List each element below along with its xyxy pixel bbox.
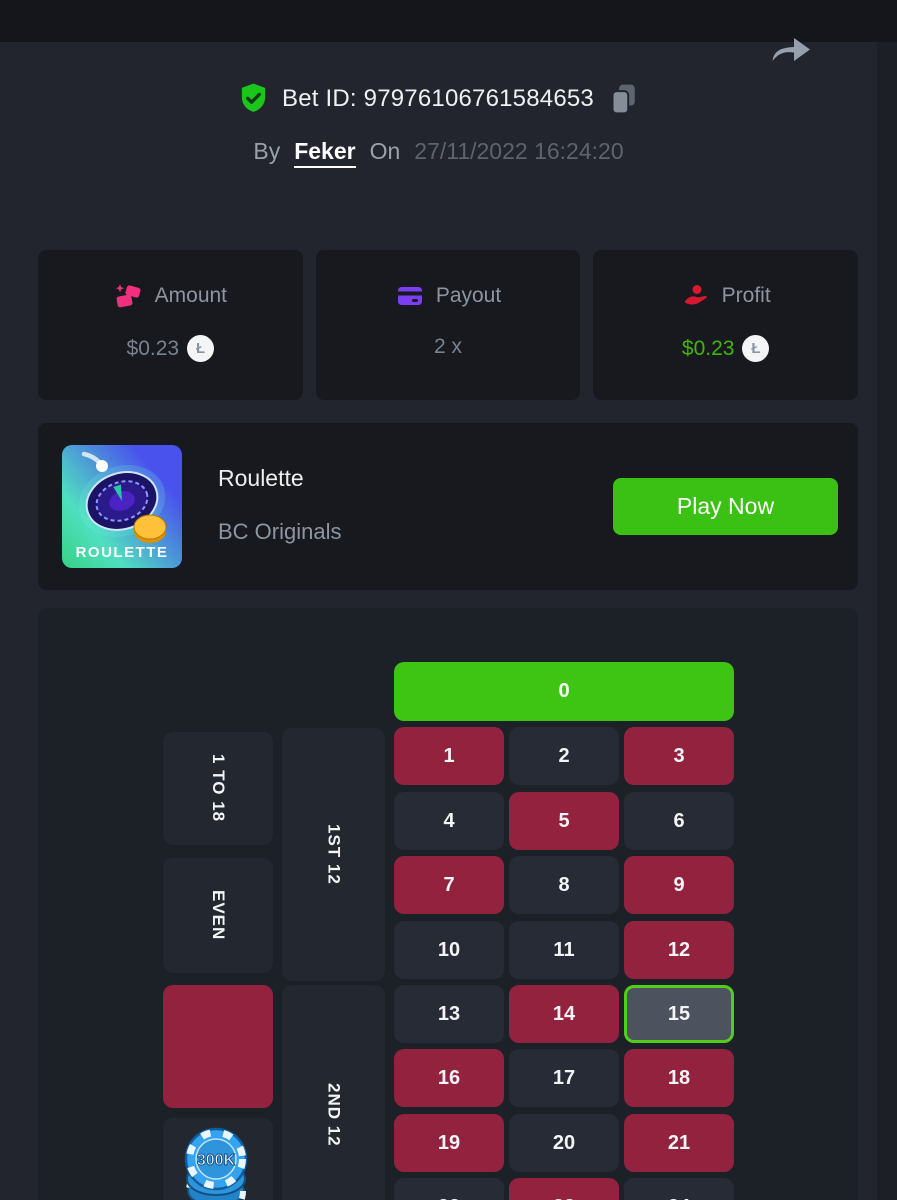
bet-cell-10[interactable]: 10 [394,921,504,979]
on-label: On [369,138,401,164]
game-title: Roulette [218,465,304,491]
bet-datetime: 27/11/2022 16:24:20 [414,138,624,164]
bet-cell-12[interactable]: 12 [624,921,734,979]
bet-cell-21[interactable]: 21 [624,1114,734,1172]
bet-cell-20[interactable]: 20 [509,1114,619,1172]
bet-cell-red[interactable] [163,985,273,1108]
bet-cell-22[interactable]: 22 [394,1178,504,1200]
profit-value: $0.23 [681,336,735,360]
bet-cell-9[interactable]: 9 [624,856,734,914]
bet-cell-8[interactable]: 8 [509,856,619,914]
verified-shield-icon [241,83,266,112]
bet-cell-19[interactable]: 19 [394,1114,504,1172]
stat-cards: Amount $0.23 Ł Payout 2 x [38,250,859,400]
bet-cell-15-selected[interactable]: 15 [624,985,734,1043]
roulette-game-thumbnail[interactable]: ROULETTE [62,445,182,568]
payout-value: 2 x [434,335,463,358]
bet-cell-17[interactable]: 17 [509,1049,619,1107]
tile-label: ROULETTE [75,544,169,561]
bet-cell-2nd12[interactable]: 2ND 12 [282,985,385,1200]
amount-label: Amount [154,284,228,307]
litecoin-icon: Ł [742,335,770,362]
bet-cell-16[interactable]: 16 [394,1049,504,1107]
bet-cell-14[interactable]: 14 [509,985,619,1043]
share-icon[interactable] [770,33,812,65]
bet-cell-even[interactable]: EVEN [163,858,273,973]
bet-cell-1to18[interactable]: 1 TO 18 [163,732,273,845]
payout-label: Payout [435,284,502,307]
bet-cell-0[interactable]: 0 [394,662,734,721]
bet-id-row: Bet ID: 97976106761584653 [0,82,877,116]
amount-value: $0.23 [126,336,180,360]
bet-cell-6[interactable]: 6 [624,792,734,850]
game-provider: BC Originals [218,519,342,544]
roulette-table: 0 1 TO 18 EVEN 1ST 12 2ND 12 1 2 3 4 5 6… [38,608,858,1200]
username-link[interactable]: Feker [294,138,356,168]
bet-cell-1st12[interactable]: 1ST 12 [282,728,385,981]
bet-cell-2[interactable]: 2 [509,727,619,785]
bet-cell-18[interactable]: 18 [624,1049,734,1107]
bet-id-text: Bet ID: 97976106761584653 [282,85,594,112]
payout-card: Payout 2 x [315,250,581,400]
scroll-gutter [877,42,897,1200]
play-now-button[interactable]: Play Now [613,478,838,535]
bet-cell-3[interactable]: 3 [624,727,734,785]
profit-label: Profit [721,284,771,307]
by-label: By [253,138,281,164]
credit-card-icon [397,287,422,305]
bet-cell-1[interactable]: 1 [394,727,504,785]
top-bar [0,0,897,42]
chip-value-text: 300K [197,1152,236,1169]
money-icon [115,284,141,308]
bet-cell-4[interactable]: 4 [394,792,504,850]
bet-cell-5[interactable]: 5 [509,792,619,850]
amount-card: Amount $0.23 Ł [38,250,303,400]
bet-chip-300k: 300K [183,1123,249,1200]
profit-hand-icon [684,285,707,305]
byline-row: By Feker On 27/11/2022 16:24:20 [0,138,877,168]
profit-card: Profit $0.23 Ł [593,250,859,400]
bet-cell-7[interactable]: 7 [394,856,504,914]
litecoin-icon: Ł [187,335,215,362]
bet-cell-13[interactable]: 13 [394,985,504,1043]
bet-cell-24[interactable]: 24 [624,1178,734,1200]
bet-cell-11[interactable]: 11 [509,921,619,979]
game-card: ROULETTE Roulette BC Originals Play Now [38,423,858,590]
roulette-wheel-illustration [78,451,167,543]
copy-icon[interactable] [607,82,639,116]
bet-cell-23[interactable]: 23 [509,1178,619,1200]
